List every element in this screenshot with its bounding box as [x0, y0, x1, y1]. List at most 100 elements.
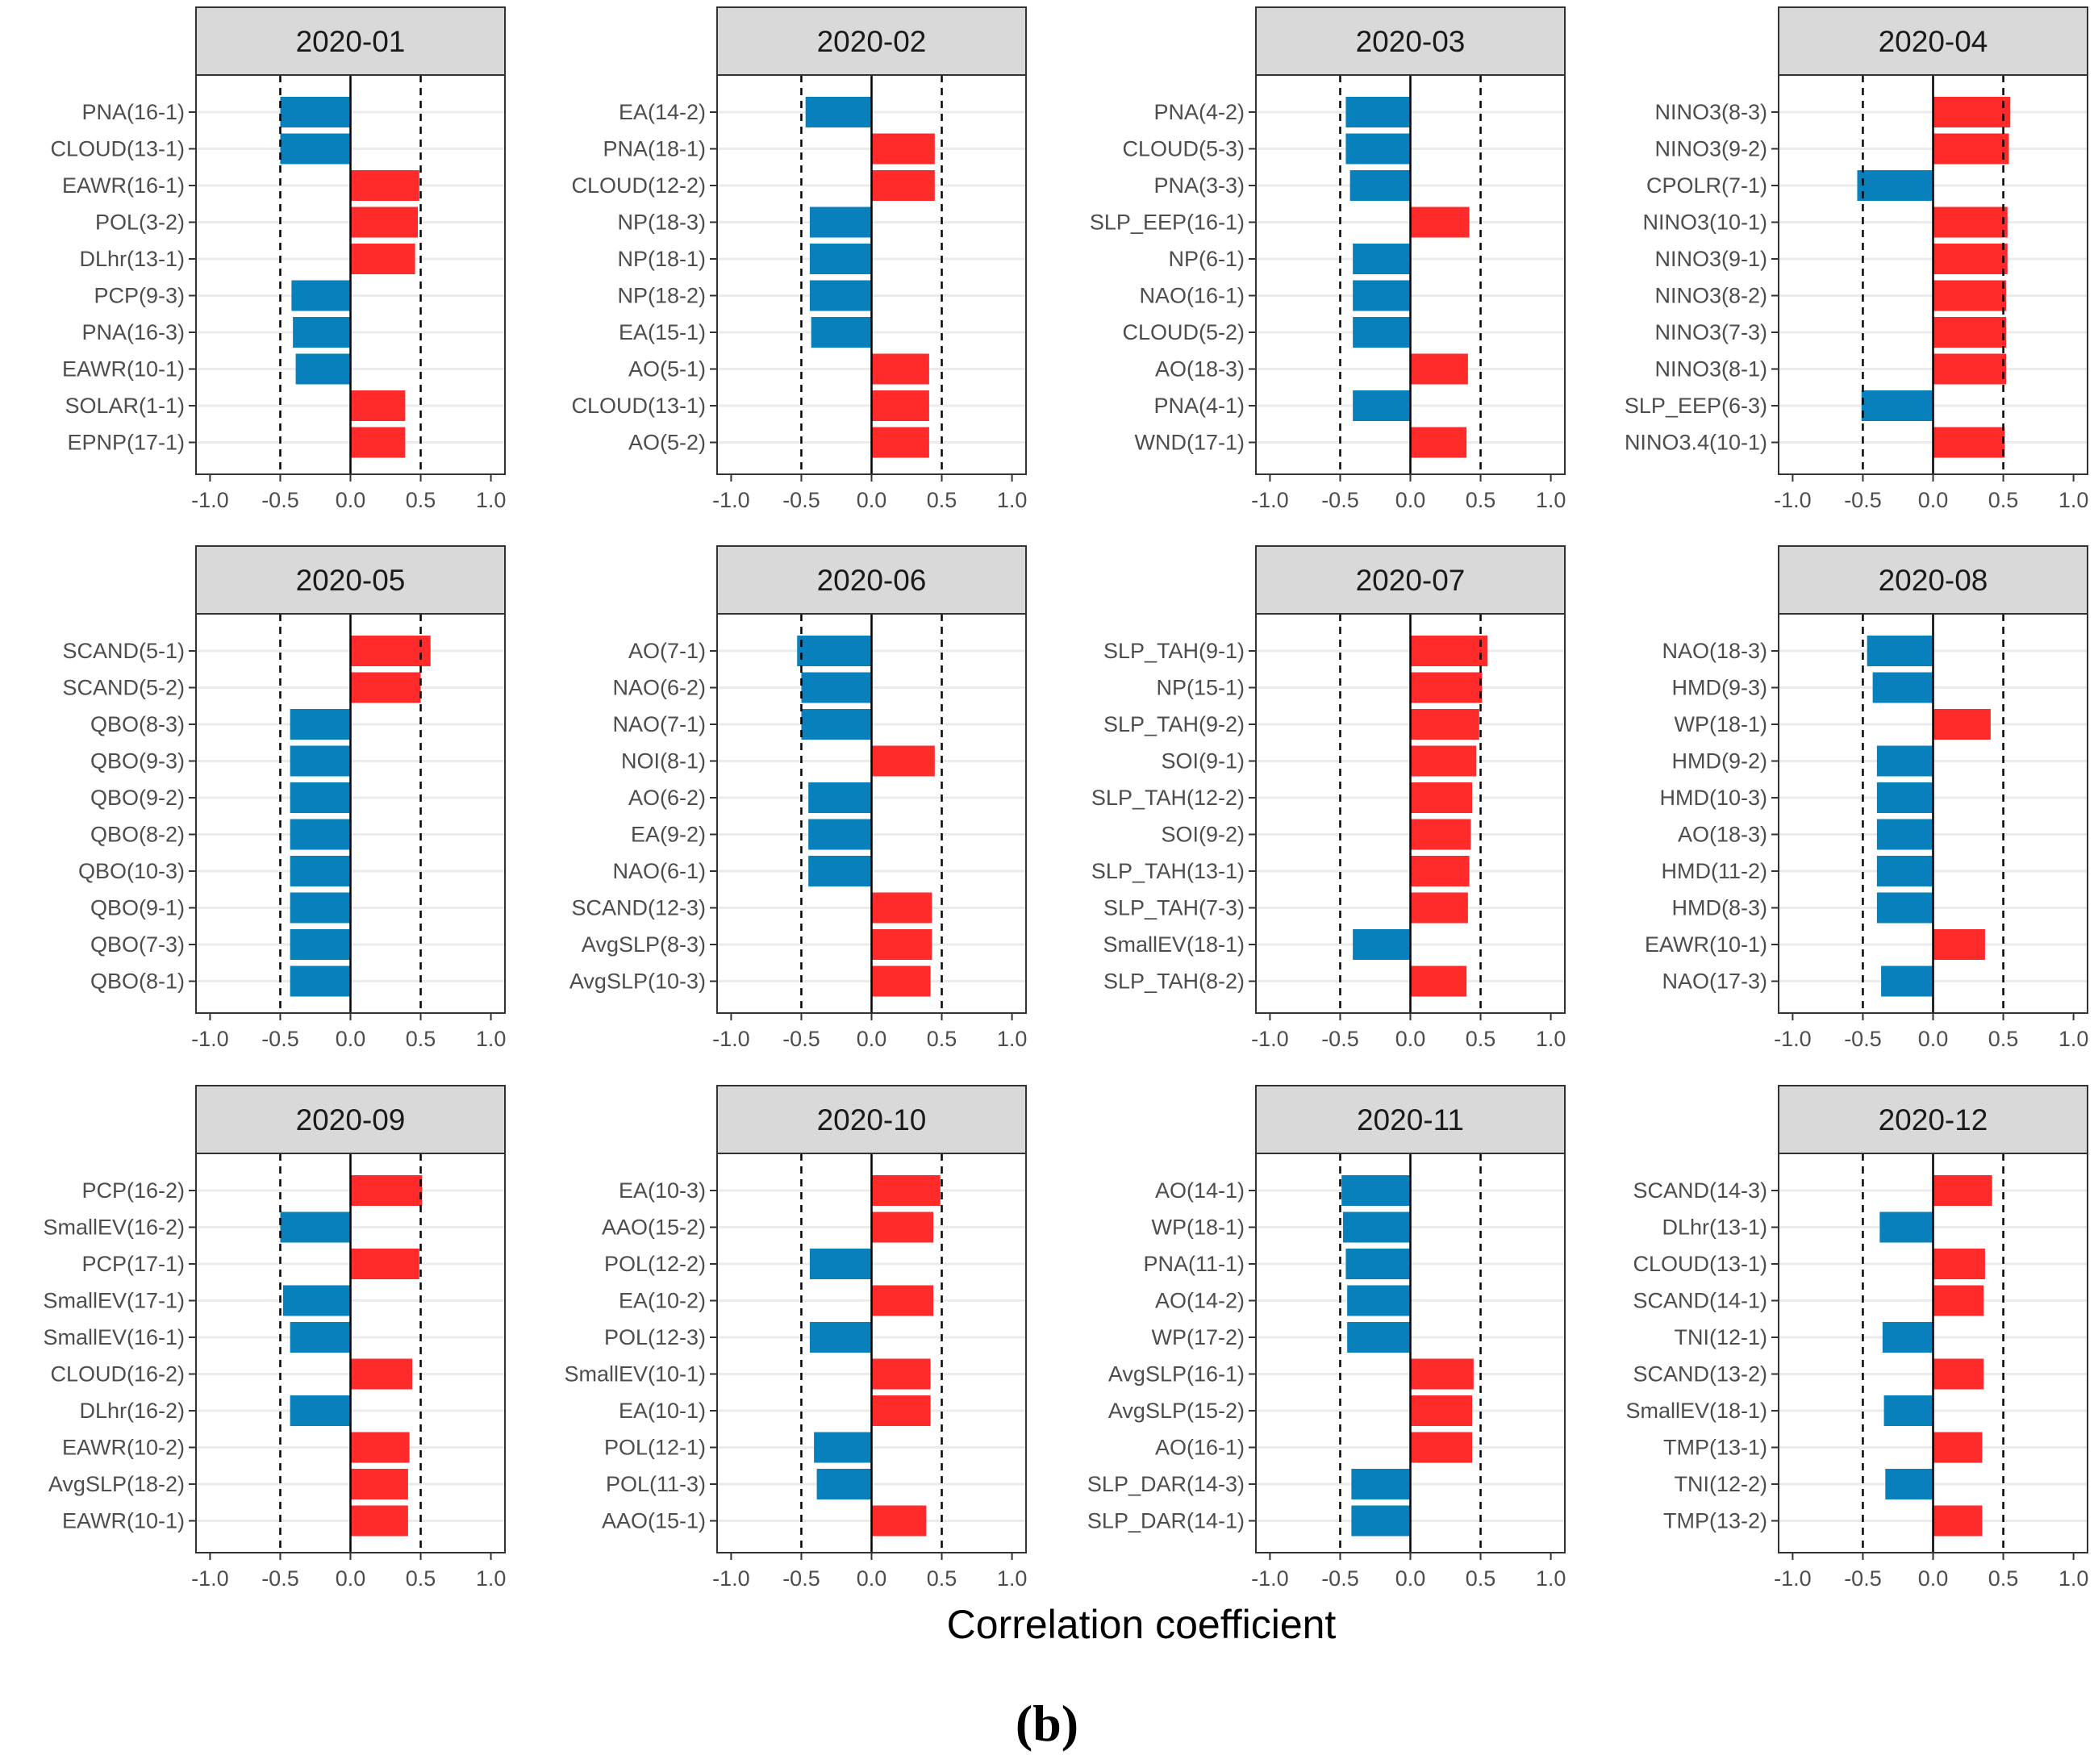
x-tick-label: 1.0 [997, 488, 1028, 512]
x-tick-label: -0.5 [261, 1566, 299, 1591]
category-label: SLP_TAH(8-2) [1103, 970, 1245, 994]
bar-PNA(3-3) [1349, 170, 1411, 201]
category-label: PCP(16-2) [81, 1178, 185, 1203]
bar-HMD(9-3) [1872, 672, 1933, 703]
bar-QBO(7-3) [290, 929, 351, 960]
category-label: DLhr(16-2) [79, 1399, 185, 1423]
x-tick-label: 0.5 [927, 1027, 957, 1051]
category-label: NINO3(8-1) [1654, 357, 1767, 382]
x-tick-label: -0.5 [782, 1566, 820, 1591]
category-label: SCAND(12-3) [571, 896, 706, 920]
category-label: HMD(10-3) [1659, 786, 1767, 810]
bar-HMD(9-2) [1876, 745, 1933, 777]
category-label: NOI(8-1) [621, 749, 706, 774]
bar-AO(18-3) [1876, 819, 1933, 850]
panel-strip [195, 6, 506, 76]
bar-TNI(12-2) [1885, 1469, 1933, 1499]
category-label: TNI(12-2) [1674, 1472, 1767, 1496]
bar-CLOUD(13-1) [871, 390, 929, 421]
x-tick-label: 1.0 [2059, 488, 2089, 512]
bar-QBO(9-3) [290, 745, 351, 777]
panel-2020-10: 2020-10 EA(10-3) AAO(15-2) POL(12-2) EA(10-2… [564, 1085, 1028, 1591]
category-label: DLhr(13-1) [79, 247, 185, 271]
x-tick-label: -1.0 [191, 488, 229, 512]
category-label: HMD(9-2) [1672, 749, 1768, 774]
bar-NP(15-1) [1410, 672, 1483, 703]
bar-AvgSLP(8-3) [871, 929, 932, 960]
category-label: WP(18-1) [1151, 1216, 1245, 1240]
category-label: PNA(4-2) [1153, 100, 1245, 124]
bar-WP(17-2) [1347, 1322, 1411, 1353]
category-label: NINO3(10-1) [1642, 211, 1767, 235]
category-label: EA(10-3) [619, 1178, 706, 1203]
bar-DLhr(13-1) [1879, 1211, 1933, 1243]
category-label: EAWR(10-1) [62, 357, 185, 382]
bar-AAO(15-1) [871, 1505, 927, 1537]
bar-POL(12-1) [814, 1432, 872, 1463]
bar-WP(18-1) [1933, 709, 1991, 740]
category-label: EA(9-2) [631, 823, 706, 847]
category-label: SLP_TAH(13-1) [1091, 859, 1245, 883]
x-tick-label: 1.0 [2059, 1027, 2089, 1051]
facet-panels: 2020-01 PNA(16-1) CLOUD(13-1) EAWR(16-1) POL… [43, 6, 2089, 1591]
x-tick-label: -0.5 [1321, 1027, 1359, 1051]
bar-HMD(8-3) [1876, 892, 1933, 924]
category-label: CLOUD(5-3) [1122, 137, 1245, 161]
bar-SCAND(5-1) [350, 636, 431, 666]
bar-QBO(9-2) [290, 782, 351, 813]
panel-title: 2020-11 [1357, 1103, 1464, 1136]
category-label: EAWR(10-1) [62, 1509, 185, 1533]
panel-2020-06: 2020-06 AO(7-1) NAO(6-2) NAO(7-1) NOI(8-1) AO… [569, 545, 1027, 1051]
category-label: HMD(11-2) [1661, 859, 1767, 883]
category-label: NAO(16-1) [1139, 284, 1245, 308]
x-tick-label: 0.5 [927, 1566, 957, 1591]
panel-2020-08: 2020-08 NAO(18-3) HMD(9-3) WP(18-1) HMD(9-2)… [1645, 545, 2089, 1051]
x-tick-label: 0.0 [1395, 488, 1426, 512]
bar-EAWR(10-1) [350, 1505, 408, 1537]
bar-PNA(4-2) [1345, 97, 1411, 127]
bar-AO(14-1) [1341, 1175, 1411, 1206]
category-label: EA(10-2) [619, 1289, 706, 1313]
x-tick-label: -1.0 [712, 488, 750, 512]
category-label: QBO(9-3) [90, 749, 185, 774]
panel-strip [1778, 1085, 2088, 1154]
category-label: POL(12-3) [604, 1325, 706, 1349]
category-label: PNA(11-1) [1143, 1252, 1245, 1276]
x-tick-label: 1.0 [997, 1566, 1028, 1591]
bar-EA(10-2) [871, 1285, 934, 1316]
bar-NAO(17-3) [1881, 965, 1933, 997]
category-label: SOI(9-1) [1161, 749, 1245, 774]
category-label: TMP(13-1) [1663, 1436, 1767, 1460]
x-tick-label: 0.0 [1395, 1566, 1426, 1591]
category-label: SCAND(13-2) [1633, 1362, 1767, 1387]
category-label: QBO(8-2) [90, 823, 185, 847]
bar-QBO(8-2) [290, 819, 351, 850]
bar-NOI(8-1) [871, 745, 935, 777]
category-label: SmallEV(17-1) [43, 1289, 185, 1313]
category-label: DLhr(13-1) [1662, 1216, 1767, 1240]
panel-strip [1778, 545, 2088, 615]
bar-AvgSLP(18-2) [350, 1469, 408, 1499]
x-tick-label: -0.5 [1844, 488, 1882, 512]
category-label: PNA(16-1) [81, 100, 185, 124]
panel-title: 2020-08 [1879, 564, 1988, 597]
category-label: SLP_DAR(14-1) [1087, 1509, 1245, 1533]
bar-TMP(13-1) [1933, 1432, 1983, 1463]
bar-DLhr(13-1) [350, 244, 415, 274]
bar-AvgSLP(16-1) [1410, 1358, 1474, 1390]
panel-strip [716, 1085, 1027, 1154]
category-label: EAWR(16-1) [62, 173, 185, 198]
x-tick-label: 1.0 [1536, 1027, 1566, 1051]
category-label: NINO3.4(10-1) [1625, 431, 1767, 455]
category-label: SLP_EEP(6-3) [1625, 394, 1767, 418]
category-label: SCAND(14-1) [1633, 1289, 1767, 1313]
x-tick-label: 0.5 [1466, 488, 1496, 512]
category-label: AO(16-1) [1155, 1436, 1245, 1460]
x-tick-label: 0.0 [336, 1566, 366, 1591]
x-tick-label: 0.5 [927, 488, 957, 512]
bar-EAWR(10-2) [350, 1432, 410, 1463]
bar-PCP(9-3) [291, 280, 351, 311]
bar-SLP_TAH(9-1) [1410, 636, 1488, 666]
category-label: NP(18-2) [617, 284, 706, 308]
x-tick-label: -0.5 [1844, 1027, 1882, 1051]
